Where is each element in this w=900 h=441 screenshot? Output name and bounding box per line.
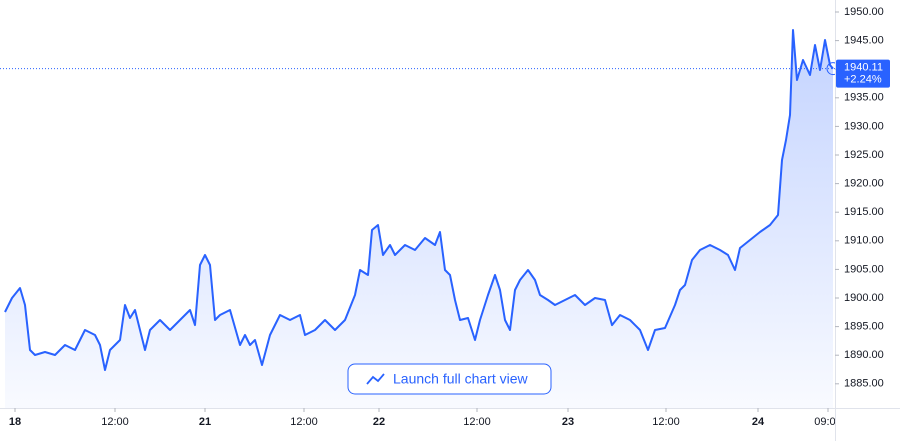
- price-label-box: [836, 59, 890, 88]
- y-tick-label: 1910.00: [844, 235, 884, 247]
- y-tick-label: 1935.00: [844, 92, 884, 104]
- button-label[interactable]: Launch full chart view: [393, 371, 529, 387]
- y-tick-label: 1930.00: [844, 120, 884, 132]
- change-label: +2.24%: [844, 73, 882, 85]
- y-tick-label: 1895.00: [844, 321, 884, 333]
- y-tick-label: 1945.00: [844, 35, 884, 47]
- x-tick-label: 22: [373, 416, 385, 428]
- y-tick-label: 1905.00: [844, 263, 884, 275]
- x-tick-label: 12:00: [101, 416, 129, 428]
- y-tick-label: 1950.00: [844, 6, 884, 18]
- x-tick-label: 12:00: [290, 416, 318, 428]
- price-line: [4, 29, 834, 371]
- y-tick-label: 1890.00: [844, 349, 884, 361]
- x-tick-label: 23: [562, 416, 574, 428]
- y-tick-label: 1900.00: [844, 292, 884, 304]
- x-tick-label: 21: [199, 416, 211, 428]
- button-frame[interactable]: [347, 363, 552, 395]
- launch-button[interactable]: Launch full chart view: [347, 363, 552, 395]
- area-fill: [5, 30, 833, 408]
- last-point: [826, 62, 835, 76]
- plot: [4, 29, 835, 408]
- x-axis: 18 12:00 21 12:00 22 12:00 23 12:00 24 09:00: [9, 408, 842, 428]
- y-tick-label: 1885.00: [844, 378, 884, 390]
- x-tick-label: 12:00: [463, 416, 491, 428]
- x-tick-label: 09:00: [814, 416, 842, 428]
- y-axis: 1885.00 1890.00 1895.00 1900.00 1905.00 1910.…: [835, 6, 884, 390]
- button-icon: [366, 373, 385, 385]
- current-price-label: 1940.11: [844, 61, 883, 73]
- x-tick-label: 24: [752, 416, 765, 428]
- y-tick-label: 1925.00: [844, 149, 884, 161]
- x-tick-label: 12:00: [652, 416, 680, 428]
- y-tick-label: 1920.00: [844, 178, 884, 190]
- x-tick-label: 18: [9, 416, 21, 428]
- y-tick-label: 1915.00: [844, 206, 884, 218]
